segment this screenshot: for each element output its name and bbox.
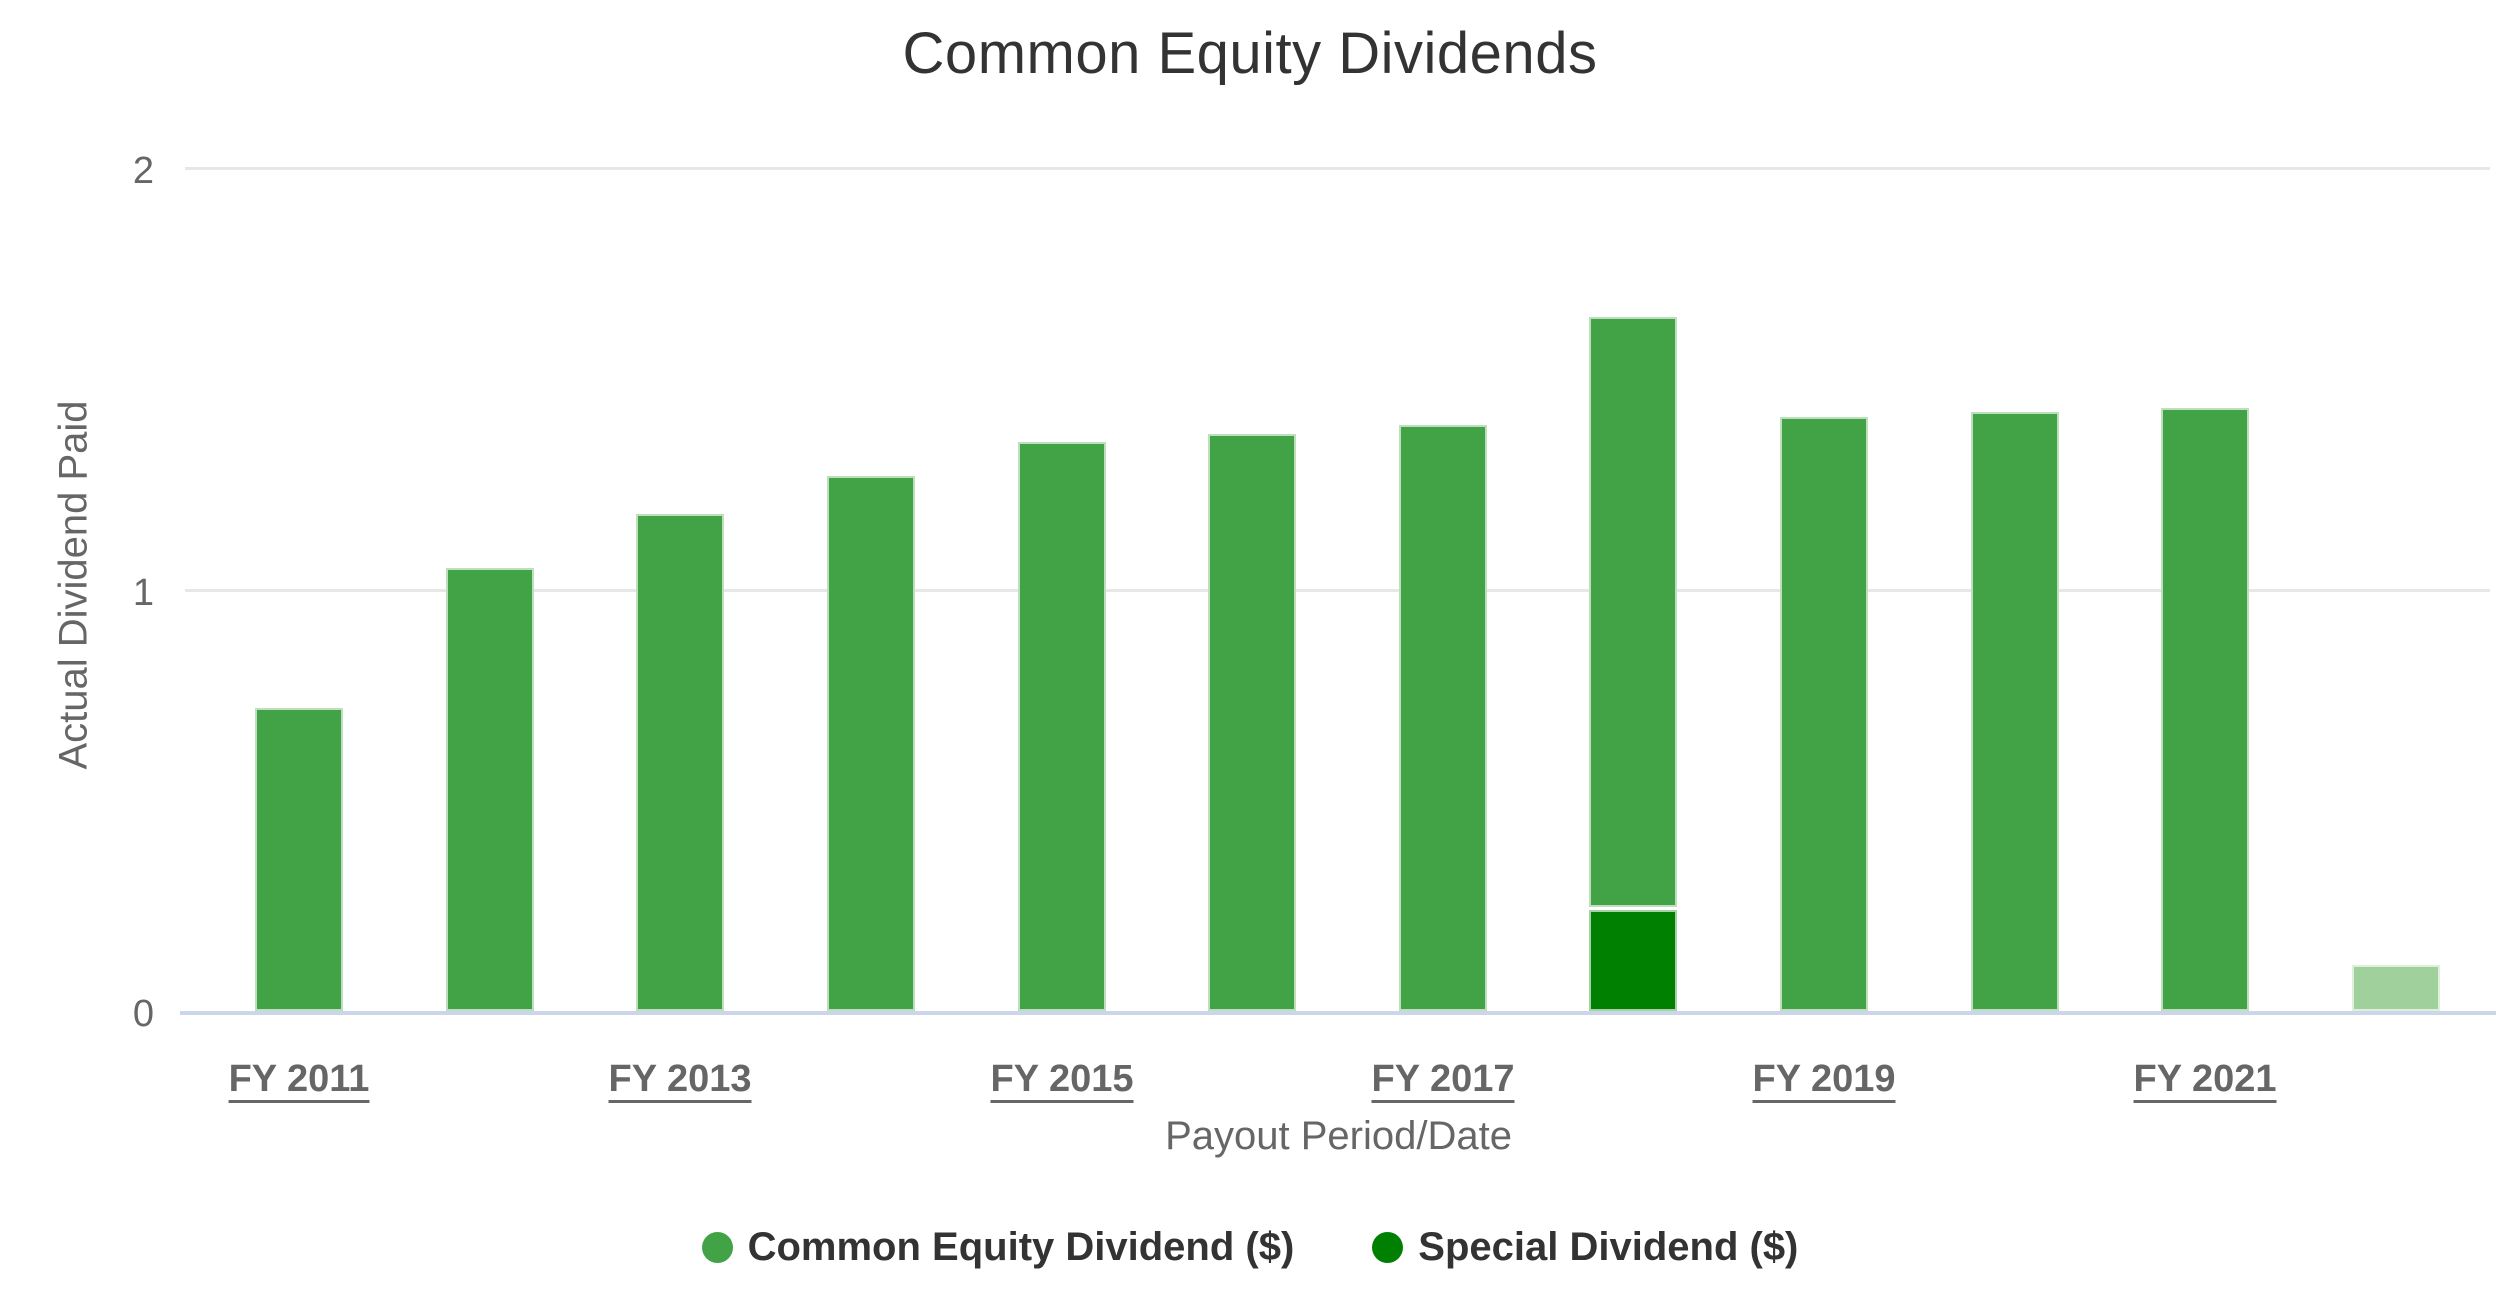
y-tick-label-2: 2 xyxy=(132,150,154,192)
bar-common-fy-2013[interactable] xyxy=(636,514,724,1011)
bar-common-fy-2014[interactable] xyxy=(827,476,915,1011)
x-axis-title: Payout Period/Date xyxy=(1165,1114,1512,1158)
y-tick-label-0: 0 xyxy=(132,993,154,1035)
bar-common-fy-2011[interactable] xyxy=(255,708,343,1011)
bar-common-fy-2019[interactable] xyxy=(1780,417,1868,1011)
legend: Common Equity Dividend ($) Special Divid… xyxy=(0,1212,2500,1282)
bar-special-fy-2018[interactable] xyxy=(1589,910,1677,1011)
x-tick-fy-2013[interactable]: FY 2013 xyxy=(608,1058,752,1100)
legend-label-common: Common Equity Dividend ($) xyxy=(747,1224,1295,1269)
bar-common-fy-2020[interactable] xyxy=(1971,412,2059,1011)
x-axis-line xyxy=(180,1011,2496,1015)
bar-common-fy-2018[interactable] xyxy=(1589,317,1677,907)
x-tick-fy-2015[interactable]: FY 2015 xyxy=(990,1058,1134,1100)
gridline-y-2 xyxy=(185,167,2490,170)
legend-item-special-dividend[interactable]: Special Dividend ($) xyxy=(1372,1225,1798,1270)
x-tick-fy-2021[interactable]: FY 2021 xyxy=(2133,1058,2277,1100)
bar-common-fy-2015[interactable] xyxy=(1018,442,1106,1011)
legend-marker-special-icon xyxy=(1372,1231,1404,1263)
bar-common-fy-2012[interactable] xyxy=(446,568,534,1011)
legend-item-common-equity-dividend[interactable]: Common Equity Dividend ($) xyxy=(701,1224,1295,1270)
legend-label-special: Special Dividend ($) xyxy=(1418,1224,1799,1269)
bar-common-fy-2016[interactable] xyxy=(1208,434,1296,1011)
gridline-y-1 xyxy=(185,588,2490,592)
x-tick-fy-2011[interactable]: FY 2011 xyxy=(228,1058,370,1100)
x-tick-fy-2019[interactable]: FY 2019 xyxy=(1752,1058,1896,1100)
chart-title: Common Equity Dividends xyxy=(902,21,1598,86)
legend-marker-common-icon xyxy=(701,1231,733,1263)
bar-common-fy-2021[interactable] xyxy=(2161,408,2249,1011)
x-tick-fy-2017[interactable]: FY 2017 xyxy=(1371,1058,1515,1100)
bar-common-fy-2017[interactable] xyxy=(1399,425,1487,1011)
y-tick-label-1: 1 xyxy=(132,571,154,614)
bar-common-fy-2022[interactable] xyxy=(2352,965,2440,1011)
